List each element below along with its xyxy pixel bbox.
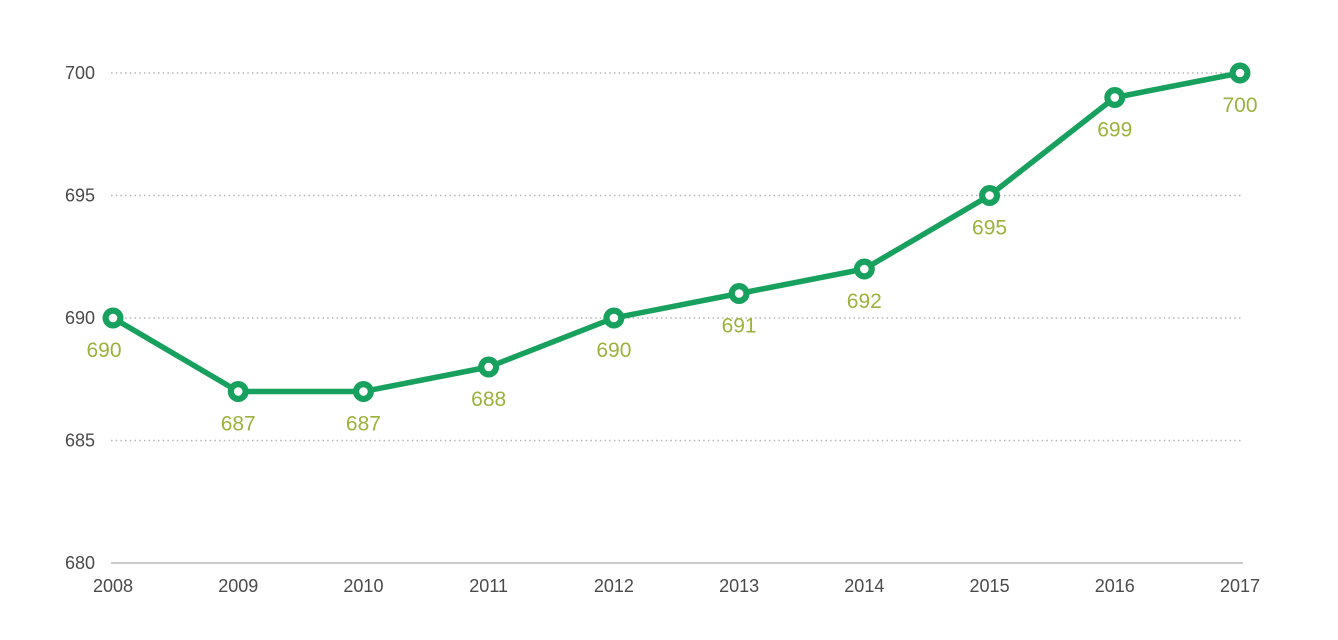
data-point-center <box>484 362 493 372</box>
data-point-center <box>609 313 619 323</box>
x-tick-label: 2016 <box>1095 576 1135 596</box>
data-point-label: 690 <box>596 339 631 362</box>
x-tick-label: 2014 <box>844 576 884 596</box>
y-tick-label: 680 <box>65 553 95 573</box>
data-point-center <box>1235 68 1245 78</box>
y-tick-label: 685 <box>65 431 95 451</box>
data-point-center <box>108 313 118 323</box>
data-point-center <box>734 289 744 298</box>
x-tick-label: 2017 <box>1220 576 1260 596</box>
x-tick-label: 2012 <box>594 576 634 596</box>
data-point-label: 695 <box>972 217 1007 240</box>
x-tick-label: 2008 <box>93 576 133 596</box>
data-point-center <box>1110 93 1120 102</box>
x-tick-label: 2011 <box>469 576 508 596</box>
data-point-label: 687 <box>346 413 381 436</box>
data-point-center <box>359 387 368 396</box>
data-point-label: 692 <box>847 290 882 313</box>
data-point-label: 687 <box>221 413 256 436</box>
data-point-center <box>985 191 994 200</box>
data-point-label: 691 <box>722 315 757 338</box>
x-tick-label: 2013 <box>719 576 759 596</box>
data-point-label: 690 <box>86 339 121 362</box>
data-point-label: 700 <box>1222 94 1257 117</box>
x-tick-label: 2010 <box>343 576 383 596</box>
data-point-center <box>233 387 243 396</box>
series-line <box>110 70 1243 395</box>
data-point-center <box>860 264 869 274</box>
y-tick-label: 695 <box>65 186 95 206</box>
y-tick-label: 700 <box>65 63 95 83</box>
data-point-label: 699 <box>1097 119 1132 142</box>
data-point-label: 688 <box>471 388 506 411</box>
x-tick-label: 2009 <box>218 576 258 596</box>
x-tick-label: 2015 <box>970 576 1010 596</box>
y-tick-label: 690 <box>65 308 95 328</box>
